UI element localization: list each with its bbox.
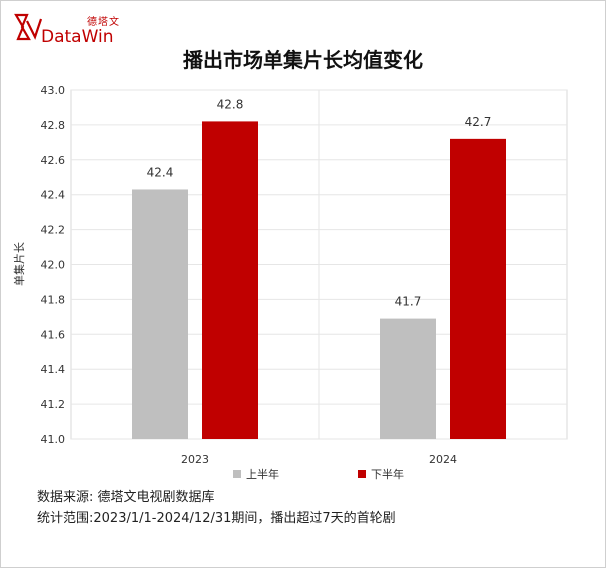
legend-label: 上半年 xyxy=(246,467,279,481)
y-axis-ticks: 41.0 41.2 41.4 41.6 41.8 42.0 42.2 42.4 42.6 42.8… xyxy=(41,84,66,446)
legend-swatch xyxy=(358,470,366,478)
y-tick-label: 42.4 xyxy=(41,189,66,202)
y-tick-label: 42.2 xyxy=(41,224,66,237)
y-tick-label: 43.0 xyxy=(41,84,66,97)
footer: 数据来源: 德塔文电视剧数据库 统计范围:2023/1/1-2024/12/31… xyxy=(37,487,396,529)
bar-2024-下半年 xyxy=(450,138,506,440)
y-tick-label: 41.8 xyxy=(41,293,66,306)
y-tick-label: 42.8 xyxy=(41,119,66,132)
y-tick-label: 42.6 xyxy=(41,154,66,167)
data-label: 42.7 xyxy=(465,115,492,129)
data-label: 42.8 xyxy=(217,97,244,111)
bars xyxy=(132,121,506,440)
data-source-note: 数据来源: 德塔文电视剧数据库 xyxy=(37,490,215,505)
y-tick-label: 41.2 xyxy=(41,398,66,411)
legend-label: 下半年 xyxy=(371,467,404,481)
y-tick-label: 42.0 xyxy=(41,259,66,272)
y-tick-label: 41.6 xyxy=(41,328,66,341)
data-label: 42.4 xyxy=(147,165,174,179)
bar-chart: 41.0 41.2 41.4 41.6 41.8 42.0 42.2 42.4 42.6 42.8… xyxy=(12,84,568,481)
bar-2023-下半年 xyxy=(202,121,258,439)
legend: 上半年 下半年 xyxy=(233,467,404,481)
brand-name-en: DataWin xyxy=(41,27,114,47)
bar-2024-上半年 xyxy=(380,318,436,439)
bar-2023-上半年 xyxy=(132,189,188,439)
y-tick-label: 41.4 xyxy=(41,363,66,376)
x-axis-categories: 2023 2024 xyxy=(181,453,457,466)
brand-name-cn: 德塔文 xyxy=(87,17,120,28)
chart-title: 播出市场单集片长均值变化 xyxy=(183,48,423,72)
data-label: 41.7 xyxy=(395,295,422,309)
x-category-label: 2024 xyxy=(429,453,457,466)
data-labels: 42.4 42.8 41.7 42.7 xyxy=(147,97,492,308)
data-scope-note: 统计范围:2023/1/1-2024/12/31期间，播出超过7天的首轮剧 xyxy=(37,511,396,526)
datawin-logo-icon xyxy=(14,13,43,41)
y-axis-label: 单集片长 xyxy=(12,242,26,286)
y-tick-label: 41.0 xyxy=(41,433,66,446)
datawin-logo: 德塔文 DataWin xyxy=(13,11,123,47)
x-category-label: 2023 xyxy=(181,453,209,466)
legend-swatch xyxy=(233,470,241,478)
